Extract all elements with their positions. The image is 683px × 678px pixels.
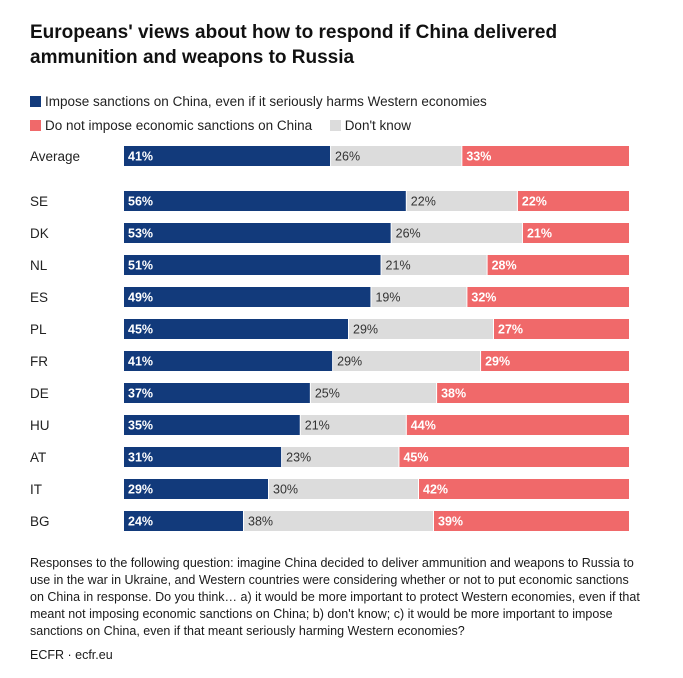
stacked-bar-chart: Average 41% 26% 33% SE 56% 22% 22% DK 53% 26% 21% NL… (30, 146, 629, 531)
data-label-not-impose-at: 45% (403, 451, 428, 465)
bar-not-impose-hu (406, 415, 629, 435)
data-label-impose-se: 56% (128, 195, 153, 209)
legend-label-impose: Impose sanctions on China, even if it se… (45, 94, 487, 109)
data-label-not-impose-nl: 28% (492, 259, 517, 273)
bar-impose-it (124, 479, 268, 499)
data-label-not-impose-pl: 27% (498, 323, 523, 337)
data-label-not-impose-bg: 39% (438, 515, 463, 529)
legend-label-not-impose: Do not impose economic sanctions on Chin… (45, 118, 313, 133)
bar-dont-know-it (269, 479, 418, 499)
legend-swatch-dont-know (329, 120, 341, 131)
category-label-nl: NL (30, 258, 48, 273)
bar-dont-know-dk (391, 223, 522, 243)
bar-dont-know-nl (381, 255, 487, 275)
category-label-average: Average (30, 149, 80, 164)
data-label-impose-at: 31% (128, 451, 153, 465)
bar-dont-know-bg (244, 511, 433, 531)
bar-not-impose-bg (434, 511, 629, 531)
bar-impose-pl (124, 319, 348, 339)
category-label-hu: HU (30, 418, 50, 433)
data-label-dont-know-fr: 29% (337, 355, 362, 369)
data-label-dont-know-es: 19% (375, 291, 400, 305)
data-label-impose-it: 29% (128, 483, 153, 497)
legend-label-dont-know: Don't know (344, 118, 412, 133)
bar-impose-dk (124, 223, 391, 243)
bar-dont-know-at (282, 447, 399, 467)
data-label-impose-hu: 35% (128, 419, 153, 433)
data-label-not-impose-es: 32% (471, 291, 496, 305)
bar-not-impose-dk (522, 223, 629, 243)
data-label-dont-know-pl: 29% (353, 323, 378, 337)
source-credit: ECFR · ecfr.eu (30, 648, 113, 662)
data-label-dont-know-it: 30% (273, 483, 298, 497)
category-label-dk: DK (30, 226, 49, 241)
category-label-bg: BG (30, 514, 50, 529)
bar-not-impose-se (517, 191, 629, 211)
bar-dont-know-es (371, 287, 467, 307)
data-label-impose-bg: 24% (128, 515, 153, 529)
bar-dont-know-pl (349, 319, 493, 339)
bar-not-impose-fr (481, 351, 629, 371)
category-label-fr: FR (30, 354, 48, 369)
bar-not-impose-it (419, 479, 629, 499)
legend-item-dont-know: Don't know (326, 118, 411, 133)
category-label-it: IT (30, 482, 42, 497)
data-label-impose-nl: 51% (128, 259, 153, 273)
bar-dont-know-se (406, 191, 517, 211)
data-label-not-impose-hu: 44% (411, 419, 436, 433)
data-label-impose-fr: 41% (128, 355, 153, 369)
data-label-not-impose-fr: 29% (485, 355, 510, 369)
bar-impose-se (124, 191, 406, 211)
footnote: Responses to the following question: ima… (30, 556, 640, 638)
data-label-impose-es: 49% (128, 291, 153, 305)
category-label-pl: PL (30, 322, 47, 337)
bar-not-impose-pl (494, 319, 629, 339)
bar-impose-es (124, 287, 371, 307)
data-label-not-impose-average: 33% (466, 150, 491, 164)
data-label-dont-know-de: 25% (315, 387, 340, 401)
data-label-dont-know-bg: 38% (248, 515, 273, 529)
chart-title: Europeans' views about how to respond if… (30, 22, 558, 68)
bar-dont-know-hu (300, 415, 406, 435)
data-label-not-impose-se: 22% (522, 195, 547, 209)
legend: Impose sanctions on China, even if it se… (30, 90, 660, 138)
bar-not-impose-de (437, 383, 629, 403)
data-label-dont-know-average: 26% (335, 150, 360, 164)
legend-item-not-impose: Do not impose economic sanctions on Chin… (30, 118, 316, 133)
data-label-dont-know-at: 23% (286, 451, 311, 465)
bar-impose-de (124, 383, 310, 403)
bar-not-impose-average (462, 146, 629, 166)
bar-dont-know-de (310, 383, 437, 403)
data-label-not-impose-de: 38% (441, 387, 466, 401)
legend-item-impose: Impose sanctions on China, even if it se… (30, 94, 490, 109)
data-label-dont-know-nl: 21% (386, 259, 411, 273)
data-label-impose-average: 41% (128, 150, 153, 164)
bar-not-impose-at (399, 447, 629, 467)
bar-impose-bg (124, 511, 243, 531)
bar-impose-fr (124, 351, 333, 371)
data-label-not-impose-it: 42% (423, 483, 448, 497)
data-label-impose-pl: 45% (128, 323, 153, 337)
bar-impose-average (124, 146, 331, 166)
bar-not-impose-nl (487, 255, 629, 275)
legend-swatch-impose (30, 96, 41, 107)
category-label-es: ES (30, 290, 48, 305)
data-label-impose-de: 37% (128, 387, 153, 401)
category-label-se: SE (30, 194, 48, 209)
category-label-at: AT (30, 450, 46, 465)
data-label-not-impose-dk: 21% (527, 227, 552, 241)
bar-impose-at (124, 447, 282, 467)
bar-impose-hu (124, 415, 300, 435)
data-label-dont-know-se: 22% (411, 195, 436, 209)
legend-swatch-not-impose (30, 120, 41, 131)
bar-impose-nl (124, 255, 381, 275)
data-label-dont-know-dk: 26% (396, 227, 421, 241)
bar-dont-know-fr (333, 351, 481, 371)
bar-not-impose-es (467, 287, 629, 307)
data-label-impose-dk: 53% (128, 227, 153, 241)
bar-dont-know-average (331, 146, 462, 166)
data-label-dont-know-hu: 21% (305, 419, 330, 433)
category-label-de: DE (30, 386, 49, 401)
